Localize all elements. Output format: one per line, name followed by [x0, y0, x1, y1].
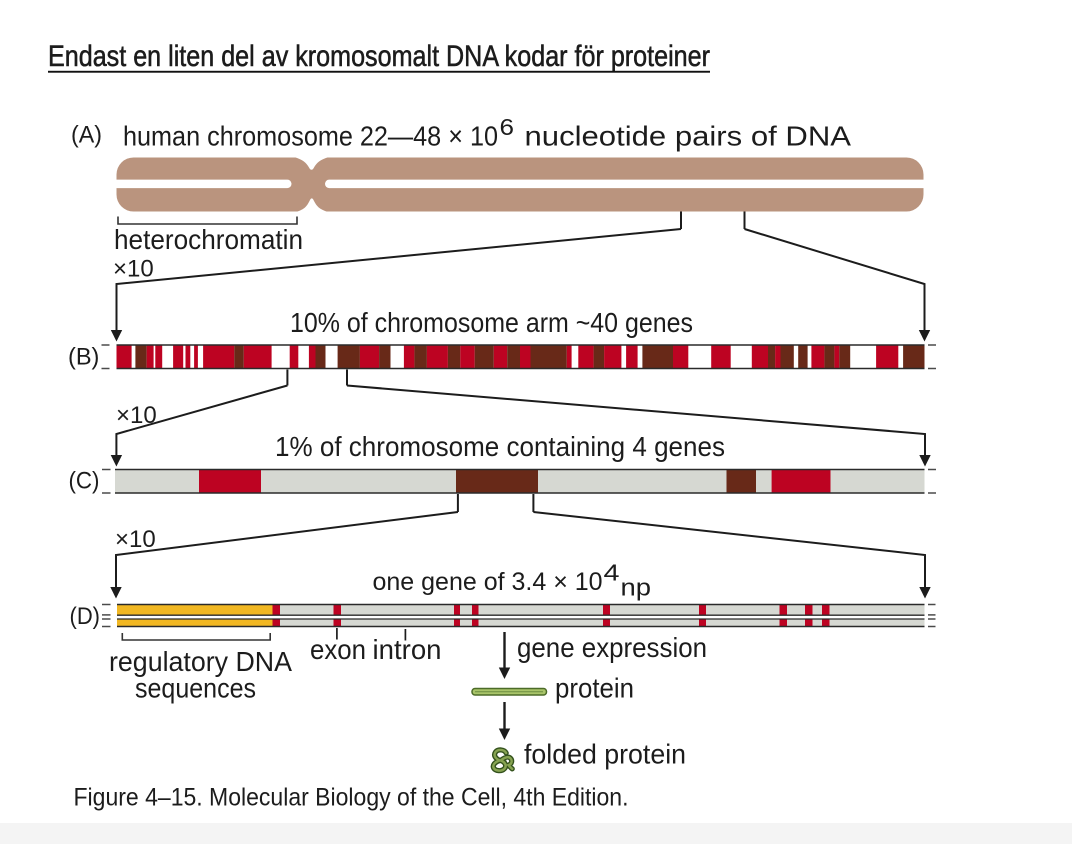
svg-text:Endast en liten del av kromoso: Endast en liten del av kromosomalt DNA k… [48, 40, 710, 73]
svg-text:×10: ×10 [115, 526, 156, 553]
svg-text:one gene of 3.4 × 10: one gene of 3.4 × 10 [373, 568, 603, 596]
svg-text:human chromosome 22—48 × 10: human chromosome 22—48 × 10 [123, 121, 498, 152]
svg-text:(C): (C) [69, 468, 100, 495]
svg-text:heterochromatin: heterochromatin [114, 224, 303, 255]
svg-text:×10: ×10 [116, 402, 157, 429]
svg-text:Figure 4–15. Molecular Biology: Figure 4–15. Molecular Biology of the Ce… [74, 784, 629, 812]
svg-text:(D): (D) [70, 603, 101, 630]
svg-text:folded protein: folded protein [524, 739, 686, 770]
svg-text:exon: exon [310, 634, 366, 665]
svg-text:intron: intron [373, 634, 442, 665]
svg-text:sequences: sequences [135, 673, 256, 704]
svg-text:10% of chromosome arm ~40 gene: 10% of chromosome arm ~40 genes [290, 307, 693, 338]
svg-text:gene expression: gene expression [517, 632, 707, 663]
svg-text:4: 4 [604, 560, 620, 586]
svg-text:(B): (B) [68, 344, 99, 371]
svg-text:(A): (A) [71, 122, 102, 149]
svg-text:regulatory DNA: regulatory DNA [109, 646, 293, 677]
svg-text:1% of chromosome containing 4: 1% of chromosome containing 4 genes [275, 431, 725, 462]
svg-text:×10: ×10 [113, 256, 154, 283]
svg-text:6: 6 [500, 114, 515, 140]
svg-text:np: np [621, 575, 652, 602]
svg-text:nucleotide pairs of DNA: nucleotide pairs of DNA [525, 121, 852, 152]
svg-text:protein: protein [555, 673, 634, 704]
